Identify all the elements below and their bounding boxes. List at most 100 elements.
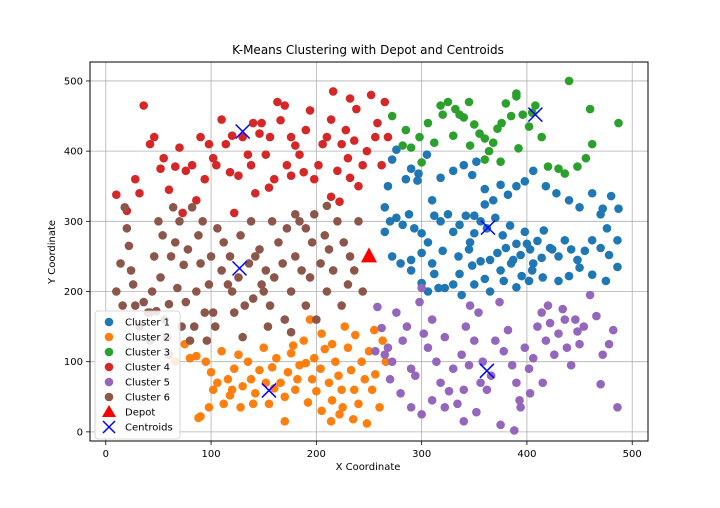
data-point: [499, 276, 509, 286]
data-point: [506, 259, 516, 268]
data-point: [335, 197, 344, 206]
data-point: [352, 104, 361, 114]
data-point: [135, 188, 144, 198]
data-point: [543, 301, 553, 310]
data-point: [398, 220, 407, 230]
data-point: [596, 379, 605, 389]
data-point: [147, 287, 157, 296]
data-point: [175, 143, 184, 152]
data-point: [406, 403, 416, 412]
data-point: [440, 283, 450, 293]
data-point: [552, 188, 561, 198]
data-point: [378, 336, 387, 345]
x-tick-label: 500: [623, 449, 642, 460]
data-point: [369, 325, 379, 335]
data-point: [299, 336, 309, 345]
data-point: [164, 185, 174, 195]
data-point: [387, 357, 397, 366]
data-point: [383, 181, 393, 191]
data-point: [362, 419, 372, 428]
data-point: [417, 248, 426, 258]
data-point: [175, 217, 184, 226]
data-point: [198, 217, 207, 226]
data-point: [282, 160, 292, 170]
data-point: [467, 261, 477, 270]
data-point: [464, 360, 474, 370]
data-point: [317, 406, 326, 416]
data-point: [164, 299, 174, 309]
data-point: [417, 410, 426, 419]
data-point: [501, 99, 511, 108]
data-point: [337, 385, 346, 395]
data-point: [608, 325, 618, 335]
data-point: [305, 315, 315, 324]
data-point: [156, 273, 165, 282]
data-point: [200, 308, 210, 317]
data-point: [358, 287, 367, 296]
data-point: [301, 358, 311, 368]
series-4: [112, 87, 393, 218]
data-point: [406, 164, 416, 173]
data-point: [345, 252, 355, 261]
data-point: [503, 190, 513, 199]
data-point: [322, 201, 332, 211]
data-point: [360, 374, 370, 384]
data-point: [465, 301, 475, 310]
data-point: [181, 297, 191, 307]
data-point: [457, 290, 466, 300]
data-point: [264, 183, 274, 192]
data-point: [396, 388, 405, 398]
data-point: [234, 350, 243, 359]
data-point: [392, 145, 401, 155]
data-point: [221, 139, 231, 149]
data-point: [326, 115, 336, 124]
data-point: [516, 250, 525, 260]
data-point: [343, 153, 353, 163]
data-point: [520, 227, 530, 237]
data-point: [320, 231, 330, 240]
data-point: [417, 158, 426, 167]
data-point: [520, 177, 530, 186]
data-point: [554, 252, 563, 261]
data-point: [335, 410, 344, 419]
data-point: [250, 188, 260, 198]
data-point: [259, 287, 269, 296]
data-point: [383, 132, 393, 142]
data-point: [554, 329, 563, 338]
legend-label: Cluster 6: [125, 393, 170, 404]
data-point: [261, 378, 271, 388]
data-point: [307, 374, 317, 384]
data-point: [417, 228, 426, 238]
data-point: [423, 343, 433, 352]
data-point: [286, 132, 296, 142]
data-point: [566, 360, 576, 370]
data-point: [448, 166, 458, 176]
data-point: [331, 357, 340, 366]
data-point: [406, 143, 416, 152]
data-point: [299, 167, 309, 177]
data-point: [443, 210, 453, 219]
data-point: [564, 195, 574, 205]
data-point: [545, 318, 555, 328]
data-point: [461, 211, 471, 221]
data-point: [387, 111, 397, 121]
data-point: [448, 227, 458, 237]
data-point: [269, 384, 279, 393]
data-point: [478, 357, 488, 366]
data-point: [120, 202, 130, 212]
data-point: [461, 322, 471, 331]
y-tick-label: 300: [64, 217, 83, 228]
legend-entry: Cluster 2: [104, 333, 170, 344]
data-point: [371, 370, 380, 379]
data-point: [333, 166, 342, 176]
data-point: [455, 269, 464, 279]
data-point: [343, 280, 353, 289]
data-point: [459, 113, 469, 122]
data-point: [524, 122, 534, 131]
data-point: [432, 357, 441, 366]
data-point: [380, 97, 390, 107]
data-point: [273, 97, 282, 107]
data-point: [380, 202, 390, 212]
data-point: [173, 283, 182, 293]
data-point: [261, 150, 271, 159]
